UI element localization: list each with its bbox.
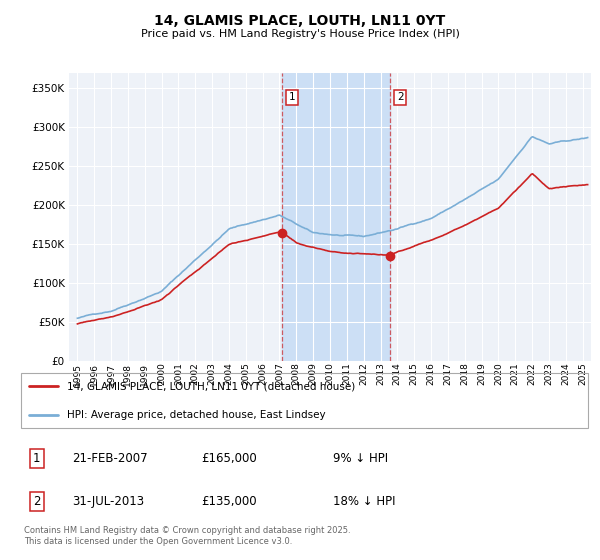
Text: 1: 1 xyxy=(289,92,295,102)
Text: £165,000: £165,000 xyxy=(202,452,257,465)
Text: 14, GLAMIS PLACE, LOUTH, LN11 0YT (detached house): 14, GLAMIS PLACE, LOUTH, LN11 0YT (detac… xyxy=(67,381,355,391)
Text: 31-JUL-2013: 31-JUL-2013 xyxy=(73,496,145,508)
Text: 21-FEB-2007: 21-FEB-2007 xyxy=(73,452,148,465)
Text: 14, GLAMIS PLACE, LOUTH, LN11 0YT: 14, GLAMIS PLACE, LOUTH, LN11 0YT xyxy=(154,14,446,28)
Text: 2: 2 xyxy=(397,92,404,102)
Text: £135,000: £135,000 xyxy=(202,496,257,508)
Text: 2: 2 xyxy=(33,496,41,508)
Text: 18% ↓ HPI: 18% ↓ HPI xyxy=(333,496,395,508)
Text: 9% ↓ HPI: 9% ↓ HPI xyxy=(333,452,388,465)
Bar xyxy=(281,73,390,361)
Text: 1: 1 xyxy=(33,452,41,465)
Text: Contains HM Land Registry data © Crown copyright and database right 2025.
This d: Contains HM Land Registry data © Crown c… xyxy=(24,526,350,546)
Text: Price paid vs. HM Land Registry's House Price Index (HPI): Price paid vs. HM Land Registry's House … xyxy=(140,29,460,39)
Text: HPI: Average price, detached house, East Lindsey: HPI: Average price, detached house, East… xyxy=(67,409,325,419)
